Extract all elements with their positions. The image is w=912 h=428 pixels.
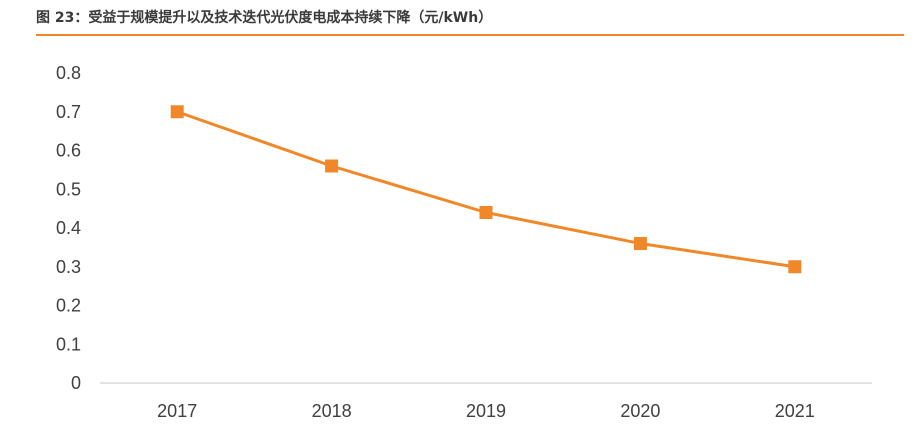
x-axis-ticks: 2017 2018 2019 2020 2021	[157, 401, 815, 421]
data-point-marker	[479, 206, 493, 219]
data-point-marker	[170, 105, 184, 119]
x-tick-label: 2017	[157, 401, 197, 421]
data-point-marker	[633, 237, 647, 250]
y-tick-label: 0	[71, 373, 81, 393]
x-tick-label: 2021	[775, 401, 815, 421]
x-tick-label: 2019	[466, 401, 506, 421]
data-point-marker	[325, 159, 339, 173]
y-tick-label: 0.8	[56, 63, 81, 83]
data-point-marker	[788, 260, 802, 274]
y-axis-ticks: 0 0.1 0.2 0.3 0.4 0.5 0.6 0.7 0.8	[56, 63, 81, 393]
y-tick-label: 0.3	[56, 257, 81, 277]
y-tick-label: 0.6	[56, 141, 81, 161]
figure-title: 图 23：受益于规模提升以及技术迭代光伏度电成本持续下降（元/kWh）	[36, 10, 493, 26]
series-line	[176, 110, 796, 269]
y-tick-label: 0.1	[56, 334, 81, 354]
y-tick-label: 0.7	[56, 102, 81, 122]
y-tick-label: 0.4	[56, 218, 81, 238]
y-tick-label: 0.2	[56, 296, 81, 316]
y-tick-label: 0.5	[56, 179, 81, 199]
title-underline	[36, 34, 904, 36]
series-markers	[170, 105, 802, 274]
x-tick-label: 2018	[312, 401, 352, 421]
x-tick-label: 2020	[620, 401, 660, 421]
